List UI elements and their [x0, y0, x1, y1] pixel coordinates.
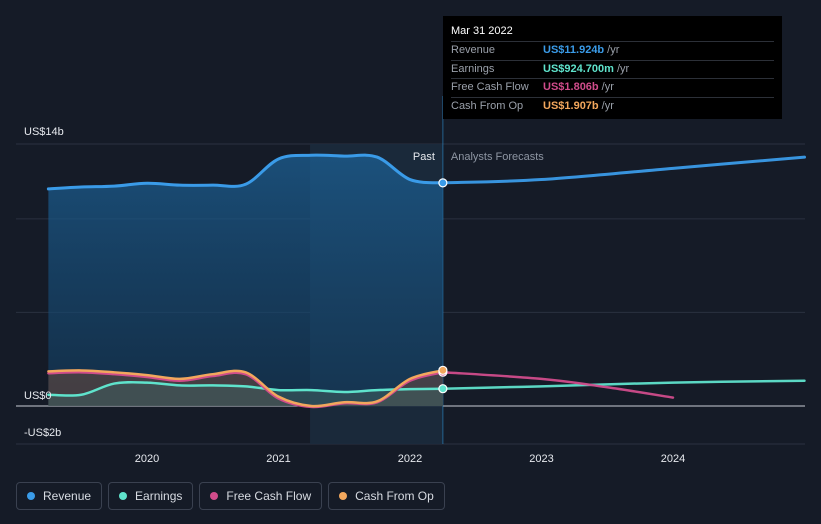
legend-dot-icon [119, 492, 128, 500]
tooltip-date: Mar 31 2022 [451, 25, 513, 37]
legend-label: Revenue [43, 489, 92, 503]
forecast-label: Analysts Forecasts [451, 151, 544, 163]
tooltip-unit: /yr [616, 62, 630, 75]
series-areas [48, 155, 443, 407]
tooltip-label: Earnings [451, 62, 495, 75]
y-tick-label: US$0 [24, 390, 52, 402]
legend-dot-icon [27, 492, 35, 500]
tooltip-unit: /yr [601, 81, 614, 93]
x-tick-label: 2022 [398, 453, 422, 465]
legend-label: Cash From Op [355, 489, 434, 503]
legend-item-revenue[interactable]: Revenue [16, 482, 103, 510]
tooltip-label: Revenue [451, 44, 496, 56]
x-tick-label: 2024 [661, 453, 685, 465]
tooltip-label: Free Cash Flow [451, 81, 529, 93]
x-tick-label: 2020 [135, 453, 159, 465]
tooltip-label: Cash From Op [451, 99, 524, 112]
revenue-line [46, 153, 445, 191]
legend-dot-icon [339, 492, 348, 500]
earnings-line [47, 380, 445, 397]
free-cash-flow-forecast-line [441, 370, 675, 399]
earnings-area [48, 382, 443, 406]
legend-label: Earnings [135, 489, 183, 503]
legend-item-cash-from-op[interactable]: Cash From Op [328, 482, 445, 510]
revenue-area [48, 155, 443, 406]
revenue-marker [438, 178, 448, 188]
earnings-forecast-line [441, 379, 806, 390]
x-tick-label: 2023 [529, 453, 553, 465]
tooltip: Mar 31 2022 Revenue US$11.924b /yr Earni… [443, 16, 782, 119]
tooltip-row-cash-from-op: Cash From Op US$1.907b /yr [451, 96, 774, 116]
tooltip-value: US$924.700m [543, 62, 614, 75]
legend-label: Free Cash Flow [226, 489, 312, 503]
past-label: Past [413, 151, 435, 163]
tooltip-row-revenue: Revenue US$11.924b /yr [451, 41, 774, 60]
cash-from-op-marker [438, 365, 448, 375]
axis-labels: US$14b US$0 -US$2b 2020 2021 2022 2023 2024 Past… [24, 126, 685, 465]
tooltip-unit: /yr [607, 44, 620, 56]
tooltip-unit: /yr [601, 99, 614, 112]
earnings-marker [438, 384, 448, 394]
series-lines [46, 153, 806, 409]
tooltip-value: US$1.806b [543, 81, 599, 93]
x-tick-label: 2021 [266, 453, 290, 465]
revenue-forecast-line [441, 155, 806, 185]
tooltip-value: US$11.924b [543, 44, 605, 56]
cash-from-op-line [47, 369, 445, 408]
legend-item-earnings[interactable]: Earnings [108, 482, 194, 510]
hover-markers [438, 178, 448, 394]
legend: Revenue Earnings Free Cash Flow Cash Fro… [16, 482, 445, 510]
tooltip-row-earnings: Earnings US$924.700m /yr [451, 59, 774, 79]
legend-item-free-cash-flow[interactable]: Free Cash Flow [199, 482, 323, 510]
y-tick-label: US$14b [24, 126, 64, 138]
tooltip-row-free-cash-flow: Free Cash Flow US$1.806b /yr [451, 78, 774, 97]
legend-dot-icon [210, 492, 219, 500]
y-tick-label: -US$2b [24, 427, 61, 439]
tooltip-value: US$1.907b [543, 99, 599, 112]
